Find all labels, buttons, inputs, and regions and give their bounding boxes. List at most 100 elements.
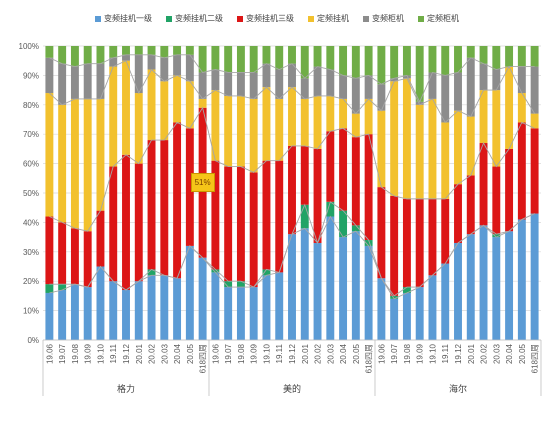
bar-segment-0 bbox=[249, 287, 258, 340]
bar-segment-2 bbox=[109, 166, 118, 282]
bar-segment-0 bbox=[377, 278, 386, 340]
bar-segment-2 bbox=[134, 163, 143, 282]
bar-segment-5 bbox=[415, 46, 424, 102]
bar-segment-4 bbox=[415, 101, 424, 105]
bar-segment-3 bbox=[505, 66, 514, 149]
bar-segment-5 bbox=[147, 46, 156, 55]
bar-segment-3 bbox=[339, 98, 348, 129]
bar-segment-2 bbox=[505, 148, 514, 232]
x-tick-label: 618四周 bbox=[531, 344, 540, 373]
bar-segment-5 bbox=[236, 46, 245, 73]
bar-segment-1 bbox=[224, 281, 233, 288]
bar-segment-3 bbox=[466, 116, 475, 176]
bar-segment-5 bbox=[185, 46, 194, 55]
bar-segment-4 bbox=[83, 63, 92, 99]
bar-segment-5 bbox=[83, 46, 92, 64]
bar-segment-4 bbox=[517, 66, 526, 94]
bar-segment-3 bbox=[134, 93, 143, 164]
bar-segment-4 bbox=[45, 57, 54, 94]
legend-label: 定频柜机 bbox=[427, 14, 459, 23]
bar-segment-0 bbox=[364, 245, 373, 340]
bar-segment-4 bbox=[454, 72, 462, 111]
bar-segment-0 bbox=[517, 219, 526, 340]
bar-segment-5 bbox=[288, 46, 296, 64]
bar-segment-3 bbox=[517, 93, 526, 123]
bar-segment-1 bbox=[339, 210, 348, 238]
bar-segment-3 bbox=[70, 98, 79, 229]
bar-segment-5 bbox=[160, 46, 169, 58]
bar-segment-4 bbox=[236, 72, 245, 96]
bar-segment-3 bbox=[236, 95, 245, 167]
legend-swatch bbox=[363, 15, 369, 22]
bar-segment-3 bbox=[313, 95, 322, 149]
bar-segment-5 bbox=[224, 46, 233, 73]
bar-segment-5 bbox=[492, 46, 501, 70]
bar-segment-5 bbox=[109, 46, 118, 58]
bar-segment-1 bbox=[236, 281, 245, 288]
y-tick-label: 40% bbox=[23, 218, 39, 227]
bar-segment-2 bbox=[96, 210, 105, 267]
bar-segment-4 bbox=[339, 75, 348, 99]
bar-segment-3 bbox=[58, 104, 67, 223]
bar-segment-4 bbox=[173, 54, 182, 76]
bar-segment-0 bbox=[402, 292, 411, 340]
bar-segment-1 bbox=[211, 269, 220, 273]
bar-segment-0 bbox=[173, 278, 182, 340]
bar-segment-0 bbox=[45, 292, 54, 340]
bar-segment-0 bbox=[300, 228, 309, 340]
bar-segment-3 bbox=[415, 104, 424, 199]
y-tick-label: 60% bbox=[23, 160, 39, 169]
y-tick-label: 20% bbox=[23, 277, 39, 286]
bar-segment-0 bbox=[505, 231, 514, 340]
bar-segment-2 bbox=[275, 160, 284, 273]
bar-segment-4 bbox=[109, 57, 118, 67]
bar-segment-0 bbox=[134, 281, 143, 340]
y-tick-label: 10% bbox=[23, 307, 39, 316]
bar-segment-0 bbox=[109, 281, 118, 340]
bar-segment-4 bbox=[147, 54, 156, 70]
x-tick-label: 20.01 bbox=[135, 343, 144, 364]
bar-segment-0 bbox=[211, 272, 220, 340]
bar-segment-3 bbox=[441, 122, 450, 199]
bar-segment-4 bbox=[134, 54, 143, 94]
bar-segment-5 bbox=[402, 46, 411, 76]
bar-segment-3 bbox=[364, 98, 373, 135]
x-tick-label: 19.12 bbox=[122, 343, 131, 364]
bar-segment-3 bbox=[288, 87, 296, 146]
bar-segment-5 bbox=[441, 46, 450, 76]
bar-segment-5 bbox=[96, 46, 105, 64]
bar-segment-3 bbox=[249, 98, 258, 173]
bar-segment-5 bbox=[351, 46, 360, 79]
bar-segment-2 bbox=[83, 231, 92, 288]
bar-segment-4 bbox=[402, 75, 411, 79]
chart-legend: 变频挂机一级 变频挂机二级 变频挂机三级 定频挂机 变频柜机 定频柜机 bbox=[0, 13, 554, 24]
bar-segment-2 bbox=[262, 160, 271, 270]
bar-segment-2 bbox=[224, 166, 233, 282]
x-tick-label: 19.11 bbox=[441, 343, 450, 363]
x-tick-label: 20.05 bbox=[352, 343, 361, 364]
bar-segment-3 bbox=[122, 60, 130, 155]
bar-segment-3 bbox=[300, 98, 309, 146]
bar-segment-1 bbox=[300, 204, 309, 229]
bar-segment-3 bbox=[160, 81, 169, 141]
bar-segment-2 bbox=[351, 137, 360, 226]
bar-segment-3 bbox=[275, 98, 284, 161]
bar-segment-0 bbox=[479, 225, 488, 340]
bar-segment-2 bbox=[441, 198, 450, 264]
bar-segment-2 bbox=[454, 184, 462, 243]
bar-segment-5 bbox=[262, 46, 271, 64]
legend-item: 变频柜机 bbox=[363, 13, 404, 24]
legend-swatch bbox=[237, 15, 243, 22]
bar-segment-0 bbox=[122, 290, 130, 340]
legend-swatch bbox=[95, 15, 101, 22]
bar-segment-1 bbox=[45, 284, 54, 293]
bar-segment-5 bbox=[249, 46, 258, 73]
bar-segment-1 bbox=[58, 284, 67, 291]
bar-segment-3 bbox=[173, 75, 182, 123]
bar-segment-5 bbox=[466, 46, 475, 58]
bar-segment-0 bbox=[185, 245, 194, 340]
legend-label: 变频挂机一级 bbox=[104, 14, 152, 23]
bar-segment-5 bbox=[58, 46, 67, 64]
bar-segment-3 bbox=[262, 87, 271, 161]
legend-swatch bbox=[166, 15, 172, 22]
